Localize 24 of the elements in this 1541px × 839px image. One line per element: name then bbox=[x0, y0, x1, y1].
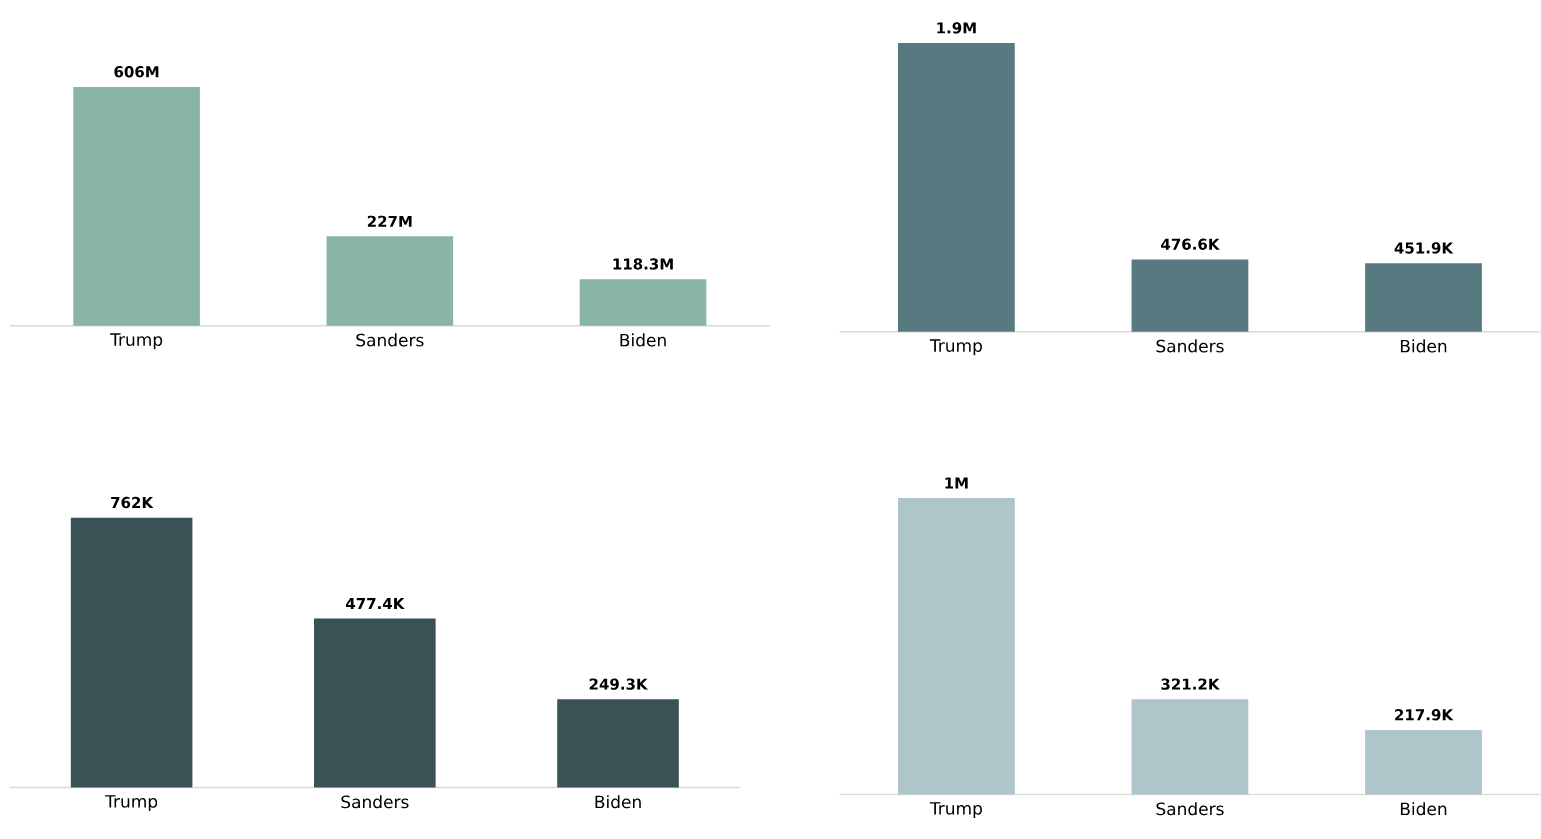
data-label: 118.3M bbox=[613, 258, 673, 270]
x-tick-label: Sanders bbox=[356, 333, 424, 347]
x-tick-label: Sanders bbox=[1156, 802, 1224, 816]
data-label: 249.3K bbox=[589, 678, 649, 690]
data-label: 1M bbox=[945, 477, 968, 489]
data-label: 477.4K bbox=[345, 598, 405, 610]
x-tick-label: Trump bbox=[929, 339, 982, 356]
x-tick-label: Biden bbox=[1400, 339, 1447, 353]
data-label: 762K bbox=[111, 497, 154, 509]
x-tick-label: Trump bbox=[110, 333, 163, 350]
data-label: 1.9M bbox=[937, 22, 976, 34]
x-tick-label: Biden bbox=[595, 795, 641, 809]
data-label: 606M bbox=[114, 66, 159, 78]
x-tick-label: Biden bbox=[620, 333, 666, 347]
x-tick-label: Sanders bbox=[341, 795, 409, 809]
data-label: 476.6K bbox=[1161, 238, 1220, 251]
data-label: 321.2K bbox=[1161, 678, 1220, 690]
x-tick-label: Sanders bbox=[1156, 339, 1224, 353]
x-tick-label: Trump bbox=[929, 802, 982, 819]
data-label: 217.9K bbox=[1395, 709, 1454, 721]
data-label: 451.9K bbox=[1394, 242, 1454, 254]
x-tick-label: Trump bbox=[105, 795, 158, 812]
x-tick-label: Biden bbox=[1400, 802, 1447, 816]
data-label: 227M bbox=[367, 215, 412, 228]
